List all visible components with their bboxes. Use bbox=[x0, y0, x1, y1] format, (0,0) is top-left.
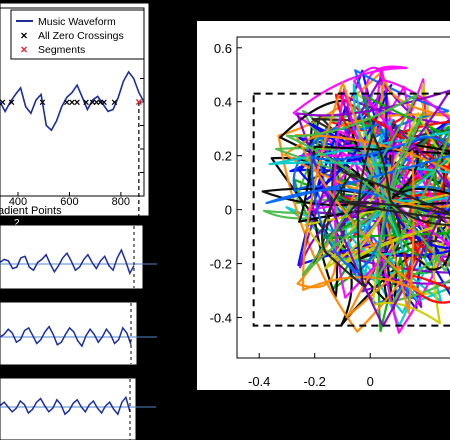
segment-panel-2-waveform bbox=[0, 325, 132, 348]
zero-crossing-marker: × bbox=[111, 97, 117, 109]
gradient-loop bbox=[268, 83, 450, 256]
waveform-x-tick-label: 800 bbox=[112, 196, 130, 208]
zero-crossing-marker: × bbox=[64, 97, 70, 109]
segment-panel-label: 2 bbox=[14, 218, 20, 229]
legend-segments-label: Segments bbox=[38, 44, 85, 56]
gradient-loop bbox=[345, 166, 450, 303]
legend-box bbox=[10, 9, 145, 60]
segment-marker: × bbox=[135, 95, 142, 109]
segment-markers: × bbox=[135, 95, 142, 109]
gradient-loop bbox=[285, 93, 450, 280]
zero-crossing-marker: × bbox=[89, 97, 95, 109]
waveform-legend: Music Waveform × All Zero Crossings × Se… bbox=[10, 9, 145, 60]
loop-y-tick-label: -0.4 bbox=[210, 311, 232, 326]
legend-segment-marker: × bbox=[20, 43, 27, 57]
gradient-loop bbox=[321, 133, 450, 288]
loop-x-ticks: -0.4 -0.2 0 bbox=[248, 353, 374, 389]
loop-y-ticks: 0.6 0.4 0.2 0 -0.2 -0.4 bbox=[210, 41, 242, 326]
zero-crossing-marker: × bbox=[101, 97, 107, 109]
legend-zero-crossings-label: All Zero Crossings bbox=[38, 30, 124, 42]
waveform-panel: 400 600 800 × × × ××× × ×××× × × adient Points M… bbox=[0, 2, 150, 217]
zero-crossing-markers: × × × ××× × ×××× × bbox=[0, 97, 118, 109]
music-waveform-line bbox=[0, 70, 145, 132]
zero-crossing-marker: × bbox=[97, 97, 103, 109]
segment-panel-2 bbox=[0, 301, 157, 366]
zero-crossing-marker: × bbox=[83, 97, 89, 109]
loop-y-tick-label: 0 bbox=[225, 203, 232, 218]
gradient-loop bbox=[333, 66, 450, 299]
loop-y-tick-label: 0.4 bbox=[214, 95, 232, 110]
segment-panel-3 bbox=[0, 377, 156, 440]
segment-panel-3-box bbox=[0, 377, 137, 440]
loop-axes-box bbox=[236, 36, 450, 359]
zero-crossing-marker: × bbox=[93, 97, 99, 109]
segment-panel-2-box bbox=[0, 301, 138, 366]
waveform-x-ticks: 400 600 800 bbox=[9, 192, 130, 208]
gradient-loop bbox=[334, 93, 450, 304]
loop-x-tick-label: 0 bbox=[367, 374, 374, 389]
gradient-loop bbox=[265, 136, 450, 274]
loop-y-tick-label: 0.2 bbox=[214, 149, 232, 164]
legend-waveform-label: Music Waveform bbox=[38, 16, 116, 28]
gradient-loop bbox=[292, 121, 450, 214]
dashed-box bbox=[252, 92, 450, 327]
loop-x-tick-label: -0.4 bbox=[248, 374, 270, 389]
waveform-x-tick-label: 400 bbox=[9, 196, 27, 208]
zero-crossing-marker: × bbox=[0, 97, 6, 109]
gradient-loop bbox=[294, 81, 450, 315]
loop-x-tick-label: -0.2 bbox=[304, 374, 326, 389]
legend-zero-crossing-marker: × bbox=[20, 29, 27, 43]
zero-crossing-marker: × bbox=[74, 97, 80, 109]
segment-panel-1 bbox=[0, 224, 157, 290]
zero-crossing-marker: × bbox=[69, 97, 75, 109]
loop-y-tick-label: -0.2 bbox=[210, 257, 232, 272]
loop-panel: 0.6 0.4 0.2 0 -0.2 -0.4 -0.4 -0.2 0 bbox=[197, 21, 450, 390]
gradient-loop bbox=[304, 112, 450, 270]
waveform-x-label: adient Points bbox=[0, 205, 62, 217]
zero-crossing-marker: × bbox=[39, 97, 45, 109]
gradient-loop bbox=[261, 99, 450, 271]
waveform-x-tick-label: 600 bbox=[60, 196, 78, 208]
segment-panel-3-waveform bbox=[0, 395, 131, 416]
segment-panel-1-waveform bbox=[0, 248, 135, 276]
gradient-loops bbox=[261, 65, 450, 334]
gradient-loop bbox=[321, 94, 450, 259]
zero-crossing-marker: × bbox=[8, 97, 14, 109]
loop-y-tick-label: 0.6 bbox=[214, 41, 232, 56]
gradient-loop bbox=[297, 106, 450, 297]
